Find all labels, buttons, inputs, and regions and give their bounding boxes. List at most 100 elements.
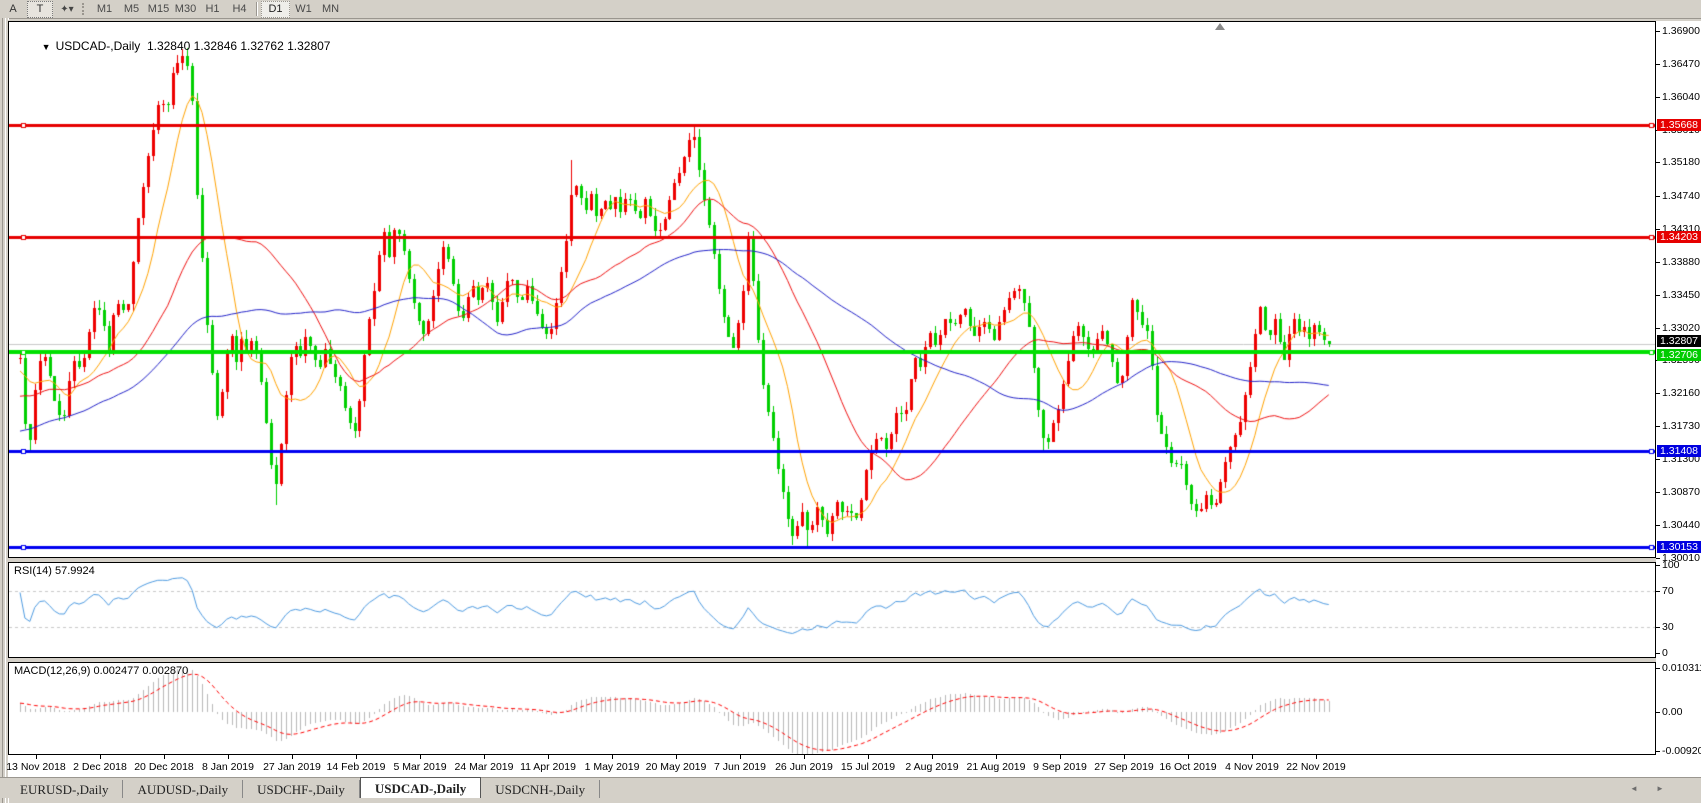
timeframe-button-m30[interactable]: M30 [174, 3, 197, 15]
hline-price-tag: 1.31408 [1657, 445, 1701, 457]
price-tick-mark [1656, 393, 1660, 394]
chart-window: ▼ USDCAD-,Daily 1.32840 1.32846 1.32762 1… [6, 20, 1701, 777]
price-chart-panel[interactable]: ▼ USDCAD-,Daily 1.32840 1.32846 1.32762 1… [8, 21, 1656, 558]
price-tick-label: 1.31730 [1662, 420, 1700, 433]
tab-scroll-left-button[interactable]: ◄ [1630, 784, 1638, 793]
timeframe-button-w1[interactable]: W1 [295, 3, 312, 15]
price-tick-mark [1656, 328, 1660, 329]
chart-title: ▼ USDCAD-,Daily 1.32840 1.32846 1.32762 1… [15, 25, 331, 67]
price-tick-mark [1656, 262, 1660, 263]
current-price-tag: 1.32807 [1657, 335, 1701, 347]
price-tick-mark [1656, 525, 1660, 526]
date-label: 20 May 2019 [645, 761, 707, 773]
price-tick-label: 1.36470 [1662, 57, 1700, 70]
date-tick-mark [292, 755, 293, 759]
chart-tab-usdcnh[interactable]: USDCNH-,Daily [481, 780, 601, 798]
date-tick-mark [676, 755, 677, 759]
date-label: 14 Feb 2019 [326, 761, 386, 773]
date-label: 13 Nov 2018 [6, 761, 66, 773]
macd-panel[interactable]: MACD(12,26,9) 0.002477 0.002870 [8, 662, 1656, 755]
price-tick-label: 1.30010 [1662, 551, 1700, 564]
cursor-icon: ✦ [60, 3, 69, 15]
date-tick-mark [868, 755, 869, 759]
price-tick-mark [1656, 97, 1660, 98]
timeframe-button-mn[interactable]: MN [321, 3, 340, 15]
date-label: 21 Aug 2019 [966, 761, 1026, 773]
chevron-down-icon: ▾ [68, 3, 74, 15]
chart-shift-marker[interactable] [1215, 23, 1225, 30]
timeframe-button-m5[interactable]: M5 [123, 3, 140, 15]
toolbar-grip[interactable] [82, 3, 87, 15]
price-tick-mark [1656, 459, 1660, 460]
rsi-tick-label: 100 [1662, 559, 1680, 571]
date-label: 22 Nov 2019 [1286, 761, 1346, 773]
price-tick-label: 1.30870 [1662, 485, 1700, 498]
date-tick-mark [100, 755, 101, 759]
top-toolbar: A T ✦ ▾ M1 M5 M15 M30 H1 H4 D1 W1 MN [0, 0, 1701, 19]
collapse-icon[interactable]: ▼ [41, 42, 51, 52]
timeframe-button-m1[interactable]: M1 [96, 3, 113, 15]
date-tick-mark [484, 755, 485, 759]
macd-tick-mark [1656, 751, 1660, 752]
price-tick-label: 1.33020 [1662, 321, 1700, 334]
price-tick-label: 1.32160 [1662, 387, 1700, 400]
macd-tick-mark [1656, 712, 1660, 713]
price-tick-mark [1656, 64, 1660, 65]
date-label: 26 Jun 2019 [775, 761, 833, 773]
rsi-panel[interactable]: RSI(14) 57.9924 [8, 562, 1656, 658]
hline-price-tag: 1.32706 [1657, 349, 1701, 361]
price-tick-mark [1656, 162, 1660, 163]
date-tick-mark [356, 755, 357, 759]
macd-canvas[interactable] [9, 663, 1655, 754]
price-tick-label: 1.33880 [1662, 255, 1700, 268]
rsi-tick-mark [1656, 653, 1660, 654]
chart-tab-eurusd[interactable]: EURUSD-,Daily [6, 780, 124, 798]
price-tick-label: 1.33450 [1662, 288, 1700, 301]
price-tick-mark [1656, 295, 1660, 296]
price-tick-mark [1656, 426, 1660, 427]
macd-tick-label: 0.00 [1662, 706, 1683, 718]
date-tick-mark [1188, 755, 1189, 759]
date-label: 8 Jan 2019 [202, 761, 254, 773]
timeframe-button-h1[interactable]: H1 [205, 3, 220, 15]
price-tick-label: 1.34740 [1662, 190, 1700, 203]
cursor-tool-button[interactable]: ✦ ▾ [55, 2, 79, 17]
chart-tab-audusd[interactable]: AUDUSD-,Daily [123, 780, 244, 798]
chart-tab-usdchf[interactable]: USDCHF-,Daily [243, 780, 360, 798]
chart-tab-usdcad[interactable]: USDCAD-,Daily [359, 777, 482, 798]
date-tick-mark [228, 755, 229, 759]
annotate-button[interactable]: A [9, 3, 17, 15]
date-label: 15 Jul 2019 [840, 761, 896, 773]
macd-tick-label: -0.009203 [1662, 745, 1701, 758]
price-tick-mark [1656, 229, 1660, 230]
candlestick-canvas[interactable] [9, 22, 1655, 557]
date-tick-mark [548, 755, 549, 759]
price-tick-label: 1.36900 [1662, 25, 1700, 37]
date-tick-mark [164, 755, 165, 759]
chart-tab-bar: EURUSD-,Daily AUDUSD-,Daily USDCHF-,Daily U… [0, 777, 1701, 798]
timeframe-group: M1 M5 M15 M30 H1 H4 D1 W1 MN [91, 0, 344, 18]
price-tick-mark [1656, 31, 1660, 32]
date-tick-mark [1124, 755, 1125, 759]
date-tick-mark [1316, 755, 1317, 759]
hline-price-tag: 1.30153 [1657, 541, 1701, 553]
rsi-canvas[interactable] [9, 563, 1655, 657]
date-label: 20 Dec 2018 [134, 761, 194, 773]
macd-label: MACD(12,26,9) 0.002477 0.002870 [14, 665, 189, 677]
date-label: 16 Oct 2019 [1159, 761, 1217, 773]
tab-scroll-right-button[interactable]: ► [1656, 784, 1664, 793]
rsi-tick-mark [1656, 591, 1660, 592]
date-label: 27 Sep 2019 [1094, 761, 1154, 773]
price-axis [1656, 21, 1701, 755]
macd-tick-label: 0.010311 [1662, 662, 1701, 674]
timeframe-button-m15[interactable]: M15 [147, 3, 170, 15]
rsi-tick-label: 30 [1662, 620, 1674, 633]
date-tick-mark [932, 755, 933, 759]
timeframe-button-h4[interactable]: H4 [232, 3, 247, 15]
timeframe-button-d1[interactable]: D1 [261, 0, 290, 18]
date-label: 5 Mar 2019 [393, 761, 447, 773]
date-tick-mark [996, 755, 997, 759]
macd-tick-mark [1656, 668, 1660, 669]
text-tool-button[interactable]: T [27, 0, 53, 18]
